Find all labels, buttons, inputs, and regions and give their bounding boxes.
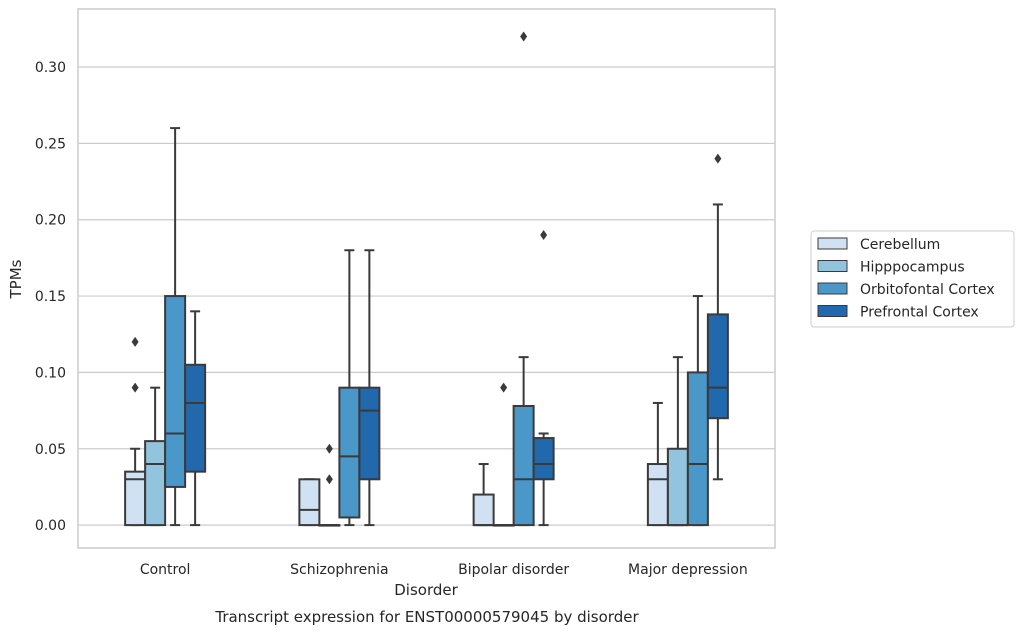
box-element [318,443,341,527]
legend-swatch [817,237,848,250]
box [646,463,669,527]
box [686,371,709,527]
y-tick-label: 0.30 [35,60,66,76]
box [358,386,381,481]
y-tick-label: 0.00 [35,518,66,534]
x-tick-label: Schizophrenia [290,562,388,578]
box-element [686,295,709,527]
legend-swatch [817,305,848,317]
x-tick-label: Major depression [628,562,748,578]
box [144,440,167,527]
box [512,404,535,527]
box-element [164,127,187,527]
y-tick-label: 0.15 [35,289,66,305]
legend-swatch [817,282,848,295]
y-axis-title: TPMs [7,259,25,299]
x-tick-label: Control [140,562,191,578]
box-element [144,386,167,527]
box-element [358,249,381,527]
series-group [124,336,669,527]
box [532,437,555,481]
legend-label: Hipppocampus [860,260,965,276]
x-axis-title: Disorder [394,581,458,599]
outlier-point [325,443,333,454]
outlier-point [131,382,139,393]
box-element [338,249,361,527]
legend-label: Prefrontal Cortex [860,305,979,321]
x-axis-ticks: Control Schizophrenia Bipolar disorder Majo… [140,562,748,578]
outlier-point [540,229,548,240]
legend-label: Orbitofontal Cortex [860,282,995,298]
box [338,386,361,519]
outlier-point [714,153,722,164]
box [706,313,729,420]
x-tick-label: Bipolar disorder [458,562,569,578]
outlier-point [520,31,528,42]
legend-swatch [817,260,848,272]
y-axis-ticks: 0.00 0.05 0.10 0.15 0.20 0.25 0.30 [35,60,66,534]
y-tick-label: 0.20 [35,213,66,229]
box-element [646,401,669,527]
outlier-point [131,336,139,347]
box [298,478,321,527]
box-element [472,463,495,527]
chart-caption: Transcript expression for ENST0000057904… [214,608,639,626]
box [164,295,187,488]
legend-label: Cerebellum [860,237,940,253]
y-tick-label: 0.05 [35,442,66,458]
y-tick-label: 0.25 [35,136,66,152]
outlier-point [500,382,508,393]
series-group [184,153,729,527]
box-element [184,310,207,527]
box-element [298,478,321,527]
box [184,363,207,473]
box-element [706,153,729,481]
box-plot-series [124,31,729,527]
plot-frame [77,8,776,549]
box-element [532,229,555,527]
box [472,493,495,527]
legend-frame [810,230,1015,328]
outlier-point [325,474,333,485]
box-element [124,336,147,527]
series-group [144,356,689,527]
legend: Cerebellum Hipppocampus Orbitofontal Corte… [810,230,1015,328]
series-group [164,31,709,527]
box [666,447,689,527]
y-tick-label: 0.10 [35,365,66,381]
